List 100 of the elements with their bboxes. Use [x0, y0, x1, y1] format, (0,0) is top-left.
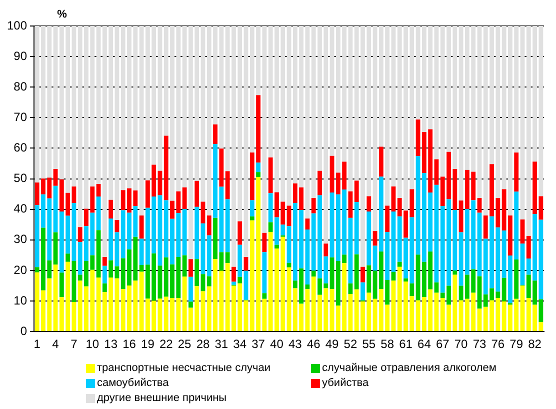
y-tick-label: 90 [14, 48, 28, 63]
bar [520, 26, 525, 220]
legend-label: самоубийства [97, 377, 169, 389]
bar [348, 191, 353, 218]
bar [59, 272, 64, 298]
bar [268, 222, 273, 232]
bar [244, 300, 248, 332]
x-tick-label: 46 [306, 337, 321, 352]
bar [96, 230, 101, 278]
bar [194, 259, 200, 286]
bar [158, 298, 162, 332]
bar [244, 257, 248, 271]
x-tick-label: 64 [418, 337, 432, 352]
x-tick-label: 55 [362, 337, 376, 352]
bar [96, 278, 101, 332]
y-tick-label: 30 [14, 232, 28, 246]
bar [311, 270, 316, 277]
bar [348, 283, 353, 294]
bar [372, 298, 378, 332]
bar [238, 221, 242, 245]
bar [96, 26, 101, 184]
bar [200, 223, 206, 274]
bar [158, 195, 162, 266]
bar [262, 232, 267, 252]
y-tick-label: 60 [14, 140, 28, 155]
bar [200, 202, 206, 224]
bar [206, 215, 212, 236]
bar [139, 215, 144, 239]
y-tick-label: 100 [6, 18, 28, 32]
bar [200, 291, 206, 332]
x-tick-label: 40 [270, 337, 284, 352]
bar [354, 254, 359, 290]
bar [114, 220, 120, 232]
bar [385, 206, 390, 232]
bar [102, 283, 107, 292]
bar [206, 235, 212, 276]
x-tick-label: 1 [34, 337, 41, 352]
bar [391, 26, 396, 186]
bar [477, 26, 482, 198]
bar [225, 199, 230, 252]
bar [305, 218, 310, 230]
x-tick-label: 4 [52, 337, 60, 352]
x-tick-label: 7 [70, 337, 78, 352]
bar [330, 26, 334, 156]
x-tick-label: 37 [252, 337, 266, 352]
bar [102, 266, 107, 284]
bar [372, 246, 378, 271]
bar [96, 184, 101, 197]
bar [262, 252, 267, 294]
bar [108, 200, 114, 219]
bar [108, 218, 114, 260]
x-tick-label: 79 [510, 337, 524, 352]
bar [354, 202, 359, 254]
x-tick-label: 76 [491, 337, 505, 352]
bar [311, 198, 316, 214]
bar [354, 180, 359, 202]
x-tick-label: 43 [288, 337, 302, 352]
bar [108, 260, 114, 278]
bar [53, 26, 58, 170]
y-tick-label: 40 [14, 202, 28, 216]
bar [213, 124, 218, 144]
bar [318, 170, 322, 196]
legend-label: убийства [322, 377, 369, 389]
bar [514, 259, 519, 299]
bar [262, 293, 267, 299]
bar [114, 26, 120, 220]
x-tick-label: 82 [528, 337, 542, 352]
bar [200, 274, 206, 292]
bar [225, 171, 230, 200]
bar [391, 272, 396, 281]
x-tick-label: 10 [86, 337, 100, 352]
bar [274, 244, 279, 248]
bar [232, 282, 236, 285]
bar [256, 172, 260, 177]
bar [330, 257, 334, 290]
bar [434, 26, 439, 160]
bar [330, 289, 334, 332]
x-tick-label: 58 [380, 337, 394, 352]
bar [53, 186, 58, 232]
bar [96, 196, 101, 230]
y-tick-label: 10 [14, 293, 28, 308]
bar [391, 280, 396, 332]
bar [194, 206, 200, 260]
x-tick-label: 73 [472, 337, 486, 352]
bar [114, 278, 120, 332]
bar [286, 206, 292, 226]
bar [434, 282, 439, 293]
bar [330, 156, 334, 193]
bar [372, 26, 378, 232]
legend-label: случайные отравления алкоголем [322, 362, 496, 374]
x-tick-label: 31 [214, 337, 228, 352]
bar [194, 180, 200, 207]
bar [397, 262, 402, 267]
bar [434, 292, 439, 332]
x-tick-label: 28 [196, 337, 210, 352]
bar [378, 146, 384, 177]
bar [391, 186, 396, 212]
bar [520, 219, 525, 244]
bar [200, 26, 206, 202]
bar [158, 170, 162, 196]
